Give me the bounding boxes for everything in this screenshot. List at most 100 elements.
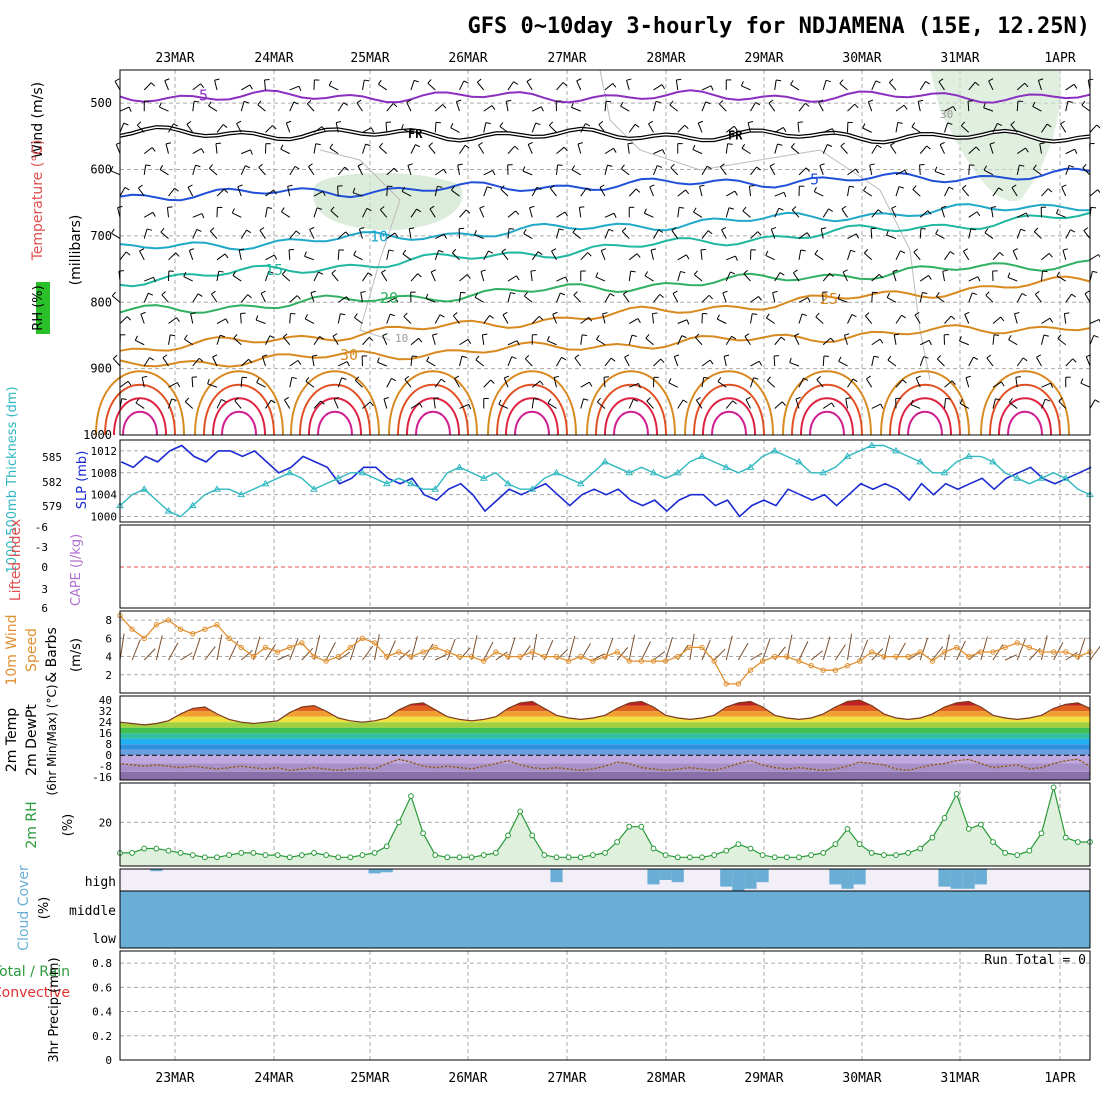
isotherm-line [120, 204, 1090, 250]
cloud-level-label: high [85, 875, 116, 890]
y-label-cloud-units: (%) [37, 897, 52, 920]
wind-barb-flag [553, 312, 558, 314]
pressure-tick-label: 900 [90, 362, 112, 376]
wind-barb-flag [863, 186, 866, 190]
wind-10m-barb [266, 644, 276, 660]
slp-line [121, 446, 1091, 517]
date-label-top: 26MAR [448, 51, 487, 66]
wind-10m-barb [120, 634, 124, 660]
wind-barb-flag [474, 230, 476, 235]
wind-barb-flag [113, 355, 117, 358]
wind-barb [726, 208, 729, 218]
wind-barb-flag [138, 185, 142, 188]
wind-10m-barb [641, 642, 650, 660]
wind-barb-flag [529, 206, 534, 207]
wind-barb [290, 166, 295, 174]
wind-barb-flag [978, 277, 980, 281]
wind-barb-flag [488, 251, 492, 253]
wind-barb-flag [795, 334, 799, 336]
wind-barb-flag [899, 187, 904, 189]
wind-barb [945, 187, 949, 196]
wind-barb [628, 144, 629, 154]
wind-barb-flag [1035, 291, 1039, 294]
wind-barb [1066, 359, 1073, 366]
wind-barb-flag [1013, 249, 1018, 251]
wind-barb-flag [146, 165, 151, 166]
wind-barb-flag [776, 80, 781, 81]
date-label-top: 23MAR [155, 51, 194, 66]
rh-marker [1063, 835, 1068, 840]
temperature-loop [488, 371, 576, 435]
wind-10m-barb [811, 651, 822, 660]
wind-barb-flag [1001, 317, 1004, 321]
wind-barb [363, 337, 370, 344]
wind-barb-flag [140, 249, 144, 251]
wind-barb [719, 104, 726, 111]
cloud-high-bar [720, 869, 732, 887]
wind-barb-flag [390, 314, 395, 316]
rh-marker [1003, 850, 1008, 855]
wind-barb [185, 402, 192, 409]
wind-barb [814, 192, 823, 196]
wind-barb [571, 107, 580, 111]
date-label-bottom: 23MAR [155, 1071, 194, 1086]
wind-barb [678, 320, 687, 324]
wind-barb [629, 254, 637, 260]
wind-barb-flag [868, 100, 873, 102]
isotherm-label: 15 [265, 261, 283, 279]
wind-barb [702, 166, 707, 175]
wind-barb-flag [311, 291, 316, 293]
wind-barb [216, 144, 217, 154]
rh-marker [748, 846, 753, 851]
rh-marker [215, 855, 220, 860]
date-label-bottom: 31MAR [940, 1071, 979, 1086]
wind-barb [305, 256, 314, 259]
wind-barb-flag [185, 398, 188, 402]
wind-barb [1042, 318, 1050, 323]
wind-barb-flag [295, 166, 299, 169]
wind-barb-flag [902, 315, 906, 318]
wind-barb-flag [153, 212, 156, 216]
wind-barb [892, 208, 896, 217]
temperature-loop [222, 412, 256, 435]
wind-barb [993, 317, 1001, 323]
y-label-10m-wind: 10m Wind [4, 614, 20, 685]
wind-barb-flag [791, 80, 794, 84]
wind-barb [823, 209, 828, 217]
wind-barb-flag [679, 207, 684, 208]
wind-barb-flag [621, 165, 624, 169]
wind-barb [823, 356, 824, 366]
wind-barb-flag [1016, 377, 1021, 378]
wind-barb-flag [257, 378, 259, 382]
wind-barb-flag [936, 292, 939, 296]
wind-barb [597, 339, 605, 344]
wind-barb-flag [700, 185, 705, 186]
wind-barb-flag [729, 208, 734, 209]
wind-barb [428, 83, 435, 90]
wind-barb-flag [237, 121, 241, 123]
rh-marker [1075, 840, 1080, 845]
wind-barb-flag [588, 253, 592, 256]
wind-barb [159, 107, 168, 111]
wind-barb-flag [584, 399, 589, 400]
wind-barb-flag [383, 334, 388, 336]
wind-barb-flag [578, 143, 583, 144]
y-label-temp-units: (6hr Min/Max) (°C) [45, 684, 59, 795]
isotherm-label: 10 [370, 228, 388, 246]
temp-tick-label: -16 [92, 771, 112, 784]
temperature-band [120, 755, 1090, 763]
wind-barb-flag [487, 187, 492, 189]
wind-barb-flag [864, 249, 867, 253]
wind-barb [308, 167, 314, 175]
wind-barb [670, 105, 678, 111]
wind-barb-flag [951, 316, 955, 319]
rh-marker [154, 846, 159, 851]
wind-barb [549, 125, 556, 132]
wind-barb [144, 229, 147, 239]
wind-barb-flag [122, 399, 127, 400]
wind-barb [966, 378, 969, 388]
wind-barb [749, 186, 750, 196]
wind-barb [111, 171, 120, 175]
wind-barb-flag [671, 164, 675, 167]
precip-tick-label: 0.4 [92, 1006, 112, 1019]
